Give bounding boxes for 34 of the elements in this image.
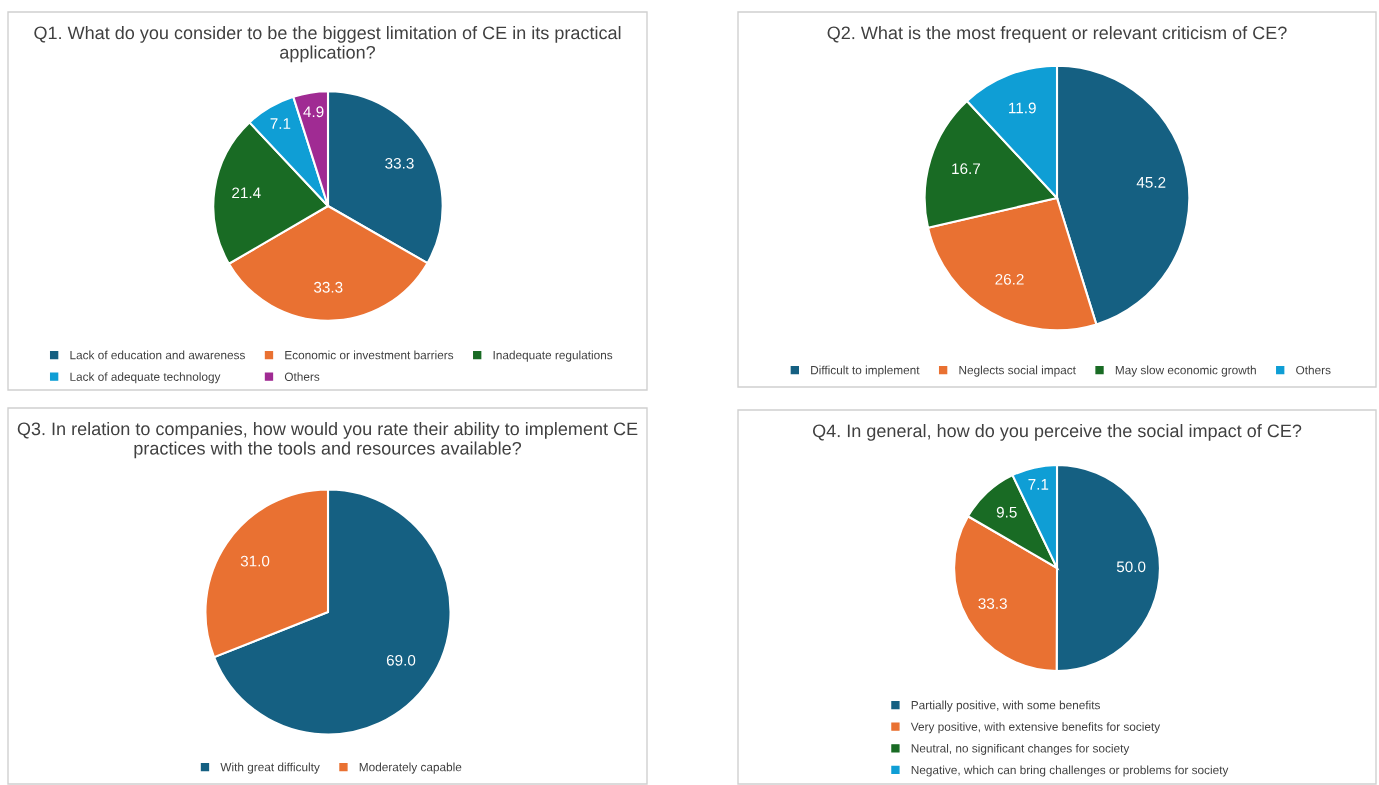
data-label: 7.1 [1028,479,1049,490]
data-label: 50.0 [1116,561,1146,573]
data-label: 11.9 [1009,102,1036,114]
data-label: 69.0 [386,654,416,666]
data-label: 33.3 [978,598,1007,609]
legend-label: Neglects social impact [959,365,1076,377]
chart-title: Q4. In general, how do you perceive the social impact of CE? [812,424,1302,441]
legend-label: Lack of adequate technology [70,372,221,384]
legend-label: May slow economic growth [1115,365,1256,377]
data-label: 45.2 [1136,176,1166,188]
data-label: 9.5 [996,506,1017,518]
data-label: 26.2 [995,273,1024,285]
legend-label: Lack of education and awareness [70,350,245,360]
data-label: 4.9 [303,106,324,118]
legend-label: Very positive, with extensive benefits for society [910,722,1161,734]
data-label: 33.3 [385,157,414,169]
chart-title: Q1. What do you consider to be the biggest limitation of CE in its practical application? [34,26,621,63]
legend-label: Neutral, no significant changes for society [911,743,1130,755]
legend-label: Negative, which can bring challenges or problems for society [911,765,1229,777]
data-label: 33.3 [313,281,343,293]
data-label: 31.0 [240,555,270,567]
data-label: 7.1 [270,118,291,129]
chart-title: Q3. In relation to companies, how would you rate their ability to implement CE practices with the tools and resources available? [17,422,638,459]
legend-label: Moderately capable [359,762,462,774]
legend-label: Others [284,372,320,381]
data-label: 16.7 [952,163,981,175]
chart-title: Q2. What is the most frequent or relevant criticism of CE? [827,26,1287,43]
legend-label: Others [1296,365,1331,375]
legend-label: Partially positive, with some benefits [911,700,1100,712]
legend-label: With great difficulty [220,762,320,774]
data-label: 21.4 [232,187,261,199]
legend-label: Inadequate regulations [493,350,613,362]
legend-label: Economic or investment barriers [285,350,454,360]
legend-label: Difficult to implement [811,365,920,377]
